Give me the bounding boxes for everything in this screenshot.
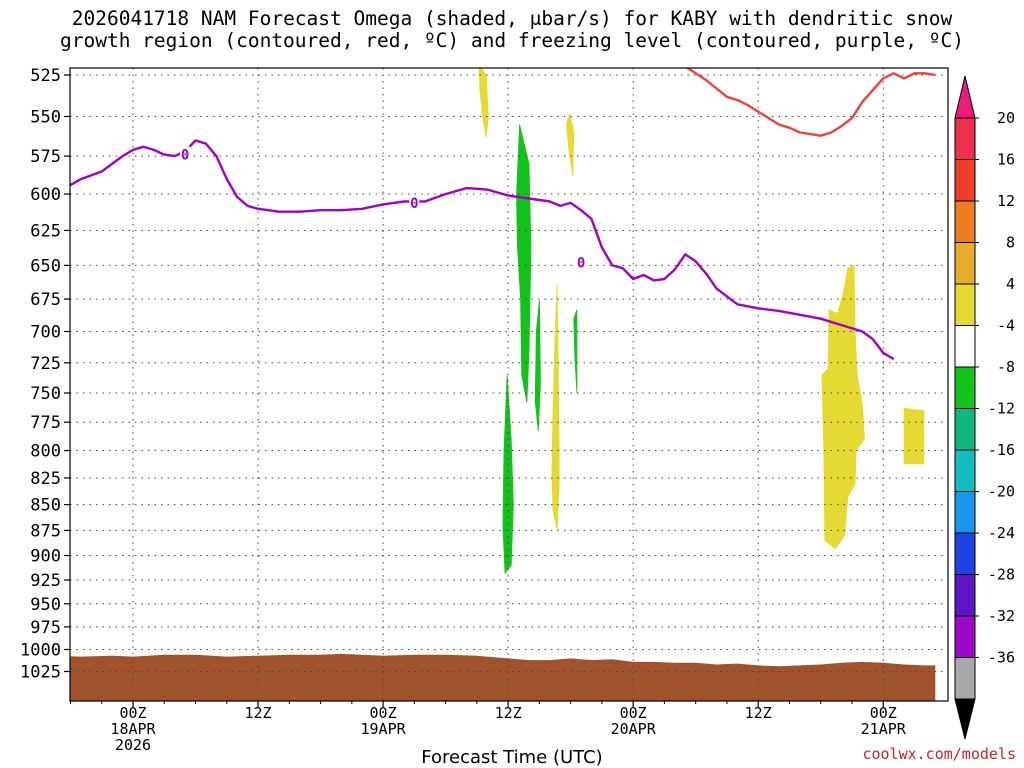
plot-frame xyxy=(69,67,949,702)
y-tick-label-650: 650 xyxy=(30,256,61,276)
contour-label-bg-1 xyxy=(409,194,420,210)
y-tick-label-1025: 1025 xyxy=(20,663,61,683)
omega-region-7 xyxy=(821,264,865,550)
colorbar-label-4: 4 xyxy=(1006,275,1015,293)
y-tick-label-950: 950 xyxy=(30,595,61,615)
y-tick-label-725: 725 xyxy=(30,354,61,374)
x-tick-label-36-0: 12Z xyxy=(495,704,522,722)
y-tick-label-925: 925 xyxy=(30,571,61,591)
omega-region-0 xyxy=(478,68,489,138)
colorbar: 20 16 12 8 4 -4 -8 -12 -16 -20 -24 -28 -32 -36 xyxy=(954,75,1015,740)
y-tick-label-625: 625 xyxy=(30,221,61,241)
x-tick-label-0-2: 2026 xyxy=(115,736,151,754)
colorbar-label-2: 12 xyxy=(997,192,1015,210)
contour-label-bg-2 xyxy=(576,254,587,270)
colorbar-band-13 xyxy=(954,657,976,700)
y-tick-label-550: 550 xyxy=(30,107,61,127)
y-tick-label-750: 750 xyxy=(30,384,61,404)
y-axis-ticks: 525 550 575 600 625 650 675 700 725 750 775 800 825 8… xyxy=(20,66,70,683)
colorbar-band-0 xyxy=(954,117,976,160)
colorbar-band-8 xyxy=(954,449,976,492)
y-tick-label-700: 700 xyxy=(30,322,61,342)
x-tick-label-72-1: 21APR xyxy=(861,720,907,738)
y-tick-label-900: 900 xyxy=(30,547,61,567)
y-tick-label-775: 775 xyxy=(30,413,61,433)
colorbar-label-12: -32 xyxy=(988,607,1015,625)
colorbar-band-9 xyxy=(954,491,976,534)
colorbar-band-2 xyxy=(954,200,976,243)
freezing-level-contour xyxy=(70,139,895,361)
y-tick-label-825: 825 xyxy=(30,469,61,489)
colorbar-label-5: -4 xyxy=(997,317,1015,335)
grid-layer xyxy=(70,68,948,701)
contour-label-bg-0 xyxy=(180,146,191,162)
omega-region-4 xyxy=(573,309,578,394)
colorbar-band-11 xyxy=(954,574,976,617)
colorbar-top-arrow xyxy=(954,75,976,119)
dgz-contour xyxy=(685,68,936,137)
colorbar-band-12 xyxy=(954,615,976,658)
terrain-layer xyxy=(70,653,936,701)
chart-title-line-2: growth region (contoured, red, ºC) and f… xyxy=(60,29,964,52)
contour-label-1: 0 xyxy=(410,196,418,212)
y-tick-label-800: 800 xyxy=(30,442,61,462)
contour-layer: 0 0 0 xyxy=(70,68,936,361)
x-tick-label-24-0: 00Z xyxy=(370,704,397,722)
omega-region-1 xyxy=(566,113,575,177)
site-credit: coolwx.com/models xyxy=(862,745,1016,763)
colorbar-bottom-arrow xyxy=(954,698,976,740)
colorbar-band-5 xyxy=(954,325,976,368)
colorbar-band-4 xyxy=(954,283,976,326)
colorbar-label-1: 16 xyxy=(997,151,1015,169)
y-tick-label-575: 575 xyxy=(30,147,61,167)
colorbar-label-6: -8 xyxy=(997,358,1015,376)
y-tick-label-675: 675 xyxy=(30,290,61,310)
y-tick-label-850: 850 xyxy=(30,496,61,516)
x-tick-label-0-1: 18APR xyxy=(110,720,156,738)
y-tick-label-525: 525 xyxy=(30,66,61,86)
x-tick-label-72-0: 00Z xyxy=(870,704,897,722)
colorbar-label-11: -28 xyxy=(988,566,1015,584)
colorbar-label-9: -20 xyxy=(988,483,1015,501)
colorbar-label-8: -16 xyxy=(988,441,1015,459)
y-tick-label-600: 600 xyxy=(30,185,61,205)
chart-title-line-1: 2026041718 NAM Forecast Omega (shaded, μ… xyxy=(71,7,953,30)
omega-region-3 xyxy=(534,300,541,432)
chart-title: 2026041718 NAM Forecast Omega (shaded, μ… xyxy=(0,8,1024,52)
omega-region-2 xyxy=(516,124,532,403)
contour-label-2: 0 xyxy=(577,256,585,272)
colorbar-band-7 xyxy=(954,408,976,451)
x-tick-label-12-0: 12Z xyxy=(244,704,271,722)
x-tick-label-48-0: 00Z xyxy=(620,704,647,722)
x-tick-label-60-0: 12Z xyxy=(745,704,772,722)
colorbar-label-0: 20 xyxy=(997,109,1015,127)
colorbar-band-1 xyxy=(954,159,976,202)
x-tick-label-0-0: 00Z xyxy=(119,704,146,722)
y-tick-label-875: 875 xyxy=(30,521,61,541)
colorbar-band-6 xyxy=(954,366,976,409)
omega-shading-layer xyxy=(478,68,925,575)
omega-region-5 xyxy=(551,283,560,531)
omega-region-8 xyxy=(903,407,925,465)
x-tick-label-24-1: 19APR xyxy=(361,720,407,738)
terrain-fill xyxy=(70,653,936,701)
y-tick-label-1000: 1000 xyxy=(20,640,61,660)
colorbar-band-10 xyxy=(954,532,976,575)
colorbar-label-10: -24 xyxy=(988,524,1015,542)
colorbar-label-13: -36 xyxy=(988,649,1015,667)
colorbar-label-7: -12 xyxy=(988,400,1015,418)
colorbar-label-3: 8 xyxy=(1006,234,1015,252)
contour-label-0: 0 xyxy=(181,148,189,164)
y-tick-label-975: 975 xyxy=(30,618,61,638)
colorbar-band-3 xyxy=(954,242,976,285)
x-axis-label: Forecast Time (UTC) xyxy=(421,747,603,768)
x-tick-label-48-1: 20APR xyxy=(611,720,657,738)
